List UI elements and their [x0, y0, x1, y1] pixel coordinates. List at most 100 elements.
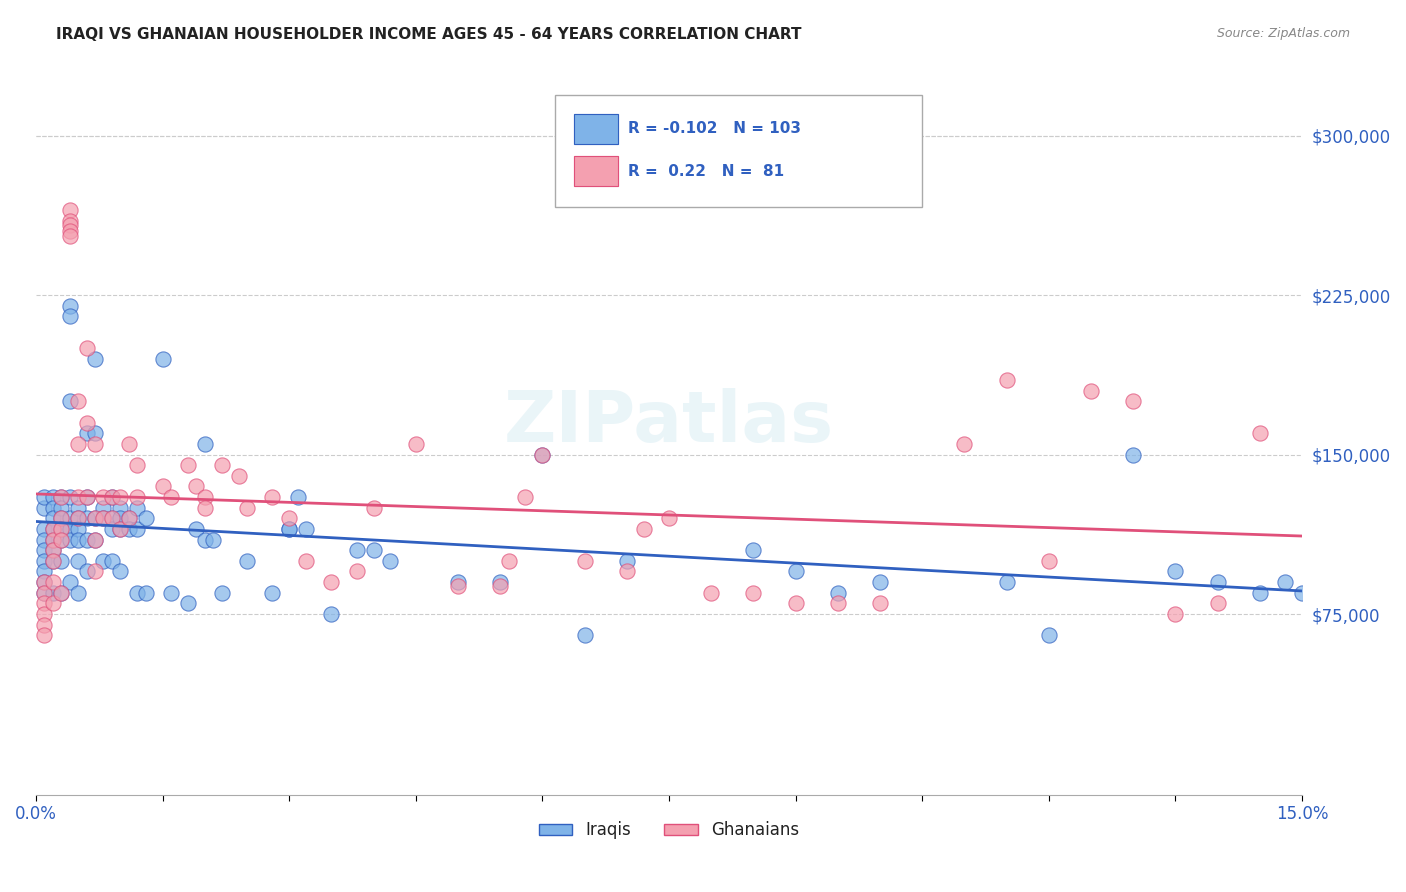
Point [42, 522, 65, 536]
Point [278, 522, 301, 536]
Point [211, 586, 233, 600]
Point [186, 522, 208, 536]
Point [34, 533, 56, 547]
Point [995, 575, 1018, 590]
Point [59, 511, 82, 525]
Point [515, 490, 537, 504]
Point [869, 575, 891, 590]
Point [67, 511, 90, 525]
Point [531, 448, 554, 462]
Point [84, 533, 107, 547]
Point [34, 575, 56, 590]
Point [34, 554, 56, 568]
Point [531, 448, 554, 462]
Point [84, 511, 107, 525]
Point [498, 554, 520, 568]
Point [101, 511, 124, 525]
Point [869, 596, 891, 610]
Point [42, 554, 65, 568]
Text: R =  0.22   N =  81: R = 0.22 N = 81 [628, 164, 785, 178]
Point [1038, 628, 1060, 642]
Point [42, 522, 65, 536]
Point [67, 522, 90, 536]
Point [447, 575, 470, 590]
Point [118, 522, 141, 536]
Point [194, 437, 217, 451]
Point [34, 543, 56, 558]
Point [76, 490, 98, 504]
Point [1164, 565, 1187, 579]
Point [995, 373, 1018, 387]
Point [236, 500, 259, 515]
Point [51, 500, 73, 515]
Point [127, 586, 149, 600]
Point [346, 543, 368, 558]
Point [59, 575, 82, 590]
Point [101, 554, 124, 568]
Legend: Iraqis, Ghanaians: Iraqis, Ghanaians [531, 814, 806, 846]
Text: IRAQI VS GHANAIAN HOUSEHOLDER INCOME AGES 45 - 64 YEARS CORRELATION CHART: IRAQI VS GHANAIAN HOUSEHOLDER INCOME AGE… [56, 27, 801, 42]
Point [1206, 596, 1229, 610]
Point [42, 575, 65, 590]
Point [59, 203, 82, 218]
Point [405, 437, 427, 451]
Point [59, 224, 82, 238]
Point [363, 500, 385, 515]
Point [127, 500, 149, 515]
Point [160, 490, 183, 504]
Point [827, 596, 849, 610]
Point [34, 522, 56, 536]
Point [67, 554, 90, 568]
Point [51, 511, 73, 525]
Point [59, 394, 82, 409]
Point [262, 490, 284, 504]
Point [34, 500, 56, 515]
Point [160, 586, 183, 600]
Point [321, 607, 343, 621]
Point [101, 490, 124, 504]
Point [346, 565, 368, 579]
Bar [574, 114, 619, 144]
Point [34, 628, 56, 642]
Point [51, 586, 73, 600]
Point [152, 479, 174, 493]
Point [1122, 448, 1144, 462]
Point [51, 511, 73, 525]
Point [42, 511, 65, 525]
Point [1206, 575, 1229, 590]
Point [42, 533, 65, 547]
Point [42, 554, 65, 568]
Point [93, 500, 115, 515]
Point [93, 554, 115, 568]
Point [295, 554, 318, 568]
Point [93, 490, 115, 504]
Point [51, 522, 73, 536]
Point [295, 522, 318, 536]
Point [827, 586, 849, 600]
Point [42, 543, 65, 558]
Point [51, 490, 73, 504]
Point [633, 522, 655, 536]
Point [34, 617, 56, 632]
Point [51, 522, 73, 536]
Point [177, 596, 200, 610]
Point [51, 554, 73, 568]
Point [194, 490, 217, 504]
Bar [574, 156, 619, 186]
Point [34, 490, 56, 504]
Point [1038, 554, 1060, 568]
Point [380, 554, 402, 568]
Point [42, 543, 65, 558]
Point [59, 522, 82, 536]
Text: R = -0.102   N = 103: R = -0.102 N = 103 [628, 121, 801, 136]
Point [1249, 586, 1271, 600]
Point [67, 394, 90, 409]
Point [1122, 394, 1144, 409]
Point [287, 490, 309, 504]
Point [574, 554, 596, 568]
Point [101, 511, 124, 525]
Point [67, 533, 90, 547]
Bar [574, 156, 619, 186]
Point [67, 490, 90, 504]
Point [110, 522, 132, 536]
